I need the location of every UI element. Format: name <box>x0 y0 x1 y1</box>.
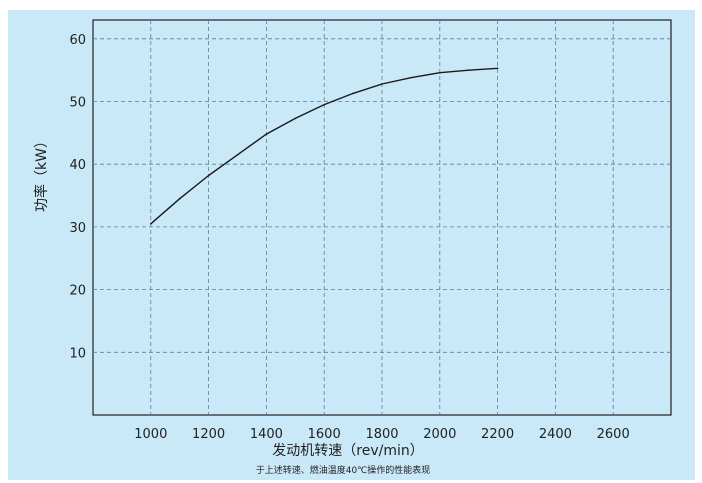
x-tick-label: 2600 <box>597 427 630 442</box>
tick-labels: 1000 1200 1400 1600 1800 2000 2200 2400 2600 10 20… <box>69 33 629 442</box>
chart-caption: 于上述转速、燃油温度40℃操作的性能表现 <box>256 464 431 476</box>
series-point <box>236 154 239 156</box>
y-tick-label: 30 <box>69 221 86 236</box>
x-tick-label: 2400 <box>539 427 572 442</box>
series-layer <box>150 67 499 225</box>
x-tick-label: 1000 <box>134 427 167 442</box>
series-point <box>294 117 297 120</box>
series-point <box>150 222 152 225</box>
x-tick-label: 2200 <box>481 427 514 442</box>
x-tick-label: 1800 <box>365 427 398 442</box>
y-tick-label: 50 <box>69 96 86 111</box>
series-point <box>323 103 326 106</box>
y-tick-label: 10 <box>69 346 86 361</box>
series-point <box>352 92 354 95</box>
series-point <box>178 197 181 200</box>
grid-lines <box>93 20 671 415</box>
series-point <box>410 76 412 79</box>
x-tick-label: 1200 <box>192 427 225 442</box>
x-tick-label: 2000 <box>423 427 456 442</box>
y-axis-title: 功率（kW） <box>33 134 50 212</box>
series-point <box>439 71 441 74</box>
series-point <box>207 174 210 177</box>
y-tick-label: 60 <box>69 33 86 48</box>
series-point <box>381 83 383 85</box>
series-point <box>265 133 268 135</box>
x-tick-label: 1400 <box>250 427 283 442</box>
series-point <box>467 69 470 71</box>
power-curve-chart: 1000 1200 1400 1600 1800 2000 2200 2400 2600 10 20… <box>33 19 672 476</box>
x-tick-label: 1600 <box>308 427 341 442</box>
series-point <box>496 67 499 70</box>
y-tick-label: 40 <box>69 158 86 173</box>
y-tick-label: 20 <box>69 284 86 299</box>
x-axis-title: 发动机转速（rev/min） <box>272 443 423 459</box>
chart-panel: 1000 1200 1400 1600 1800 2000 2200 2400 2600 10 20… <box>8 10 695 480</box>
